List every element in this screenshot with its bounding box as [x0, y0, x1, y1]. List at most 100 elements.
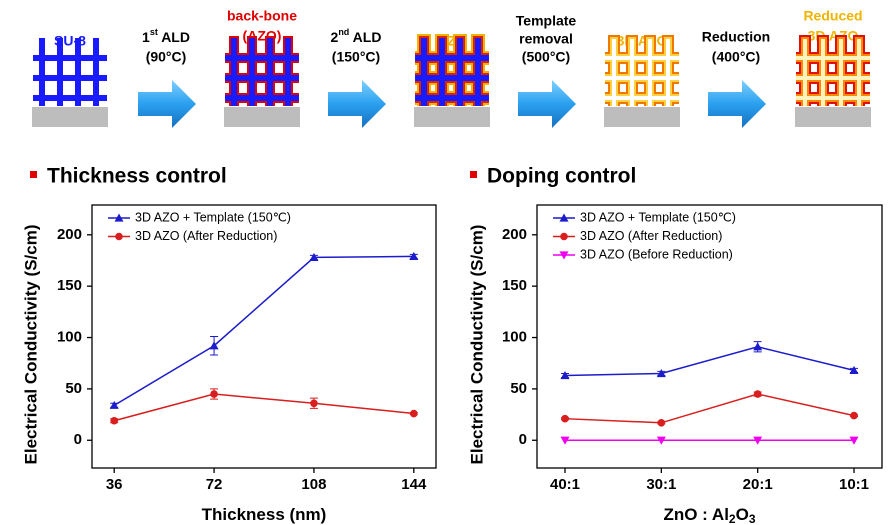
label-part: ALD — [349, 29, 381, 45]
structure-post — [285, 38, 291, 106]
y-tick-label: 50 — [510, 380, 527, 397]
structure-bar — [796, 56, 870, 60]
structure-bar — [796, 76, 870, 80]
label-sup: nd — [338, 27, 349, 37]
transition-label: (90°C) — [146, 49, 187, 65]
x-tick-label: 40:1 — [550, 476, 580, 493]
series-line — [113, 255, 414, 406]
process-arrow — [518, 80, 576, 128]
data-point — [209, 341, 219, 350]
transition-label: 1st ALD — [142, 27, 190, 44]
plot-frame — [536, 204, 883, 469]
label-part: 2 — [331, 29, 339, 45]
data-point — [849, 365, 859, 375]
structure-post — [821, 39, 825, 106]
structure-bar — [225, 75, 299, 81]
data-point — [657, 418, 666, 427]
heading-bullet — [30, 171, 37, 178]
x-tick-label: 36 — [106, 476, 123, 493]
legend-marker — [560, 232, 568, 241]
y-tick-label: 100 — [57, 328, 82, 345]
structure-post — [93, 38, 99, 106]
x-tick-label: 72 — [206, 476, 223, 493]
structure-post — [75, 38, 81, 106]
series-line — [564, 345, 855, 377]
structure-bar — [605, 76, 679, 80]
label-sub: 3 — [749, 512, 756, 525]
y-tick-label: 50 — [65, 380, 82, 397]
y-tick-label: 150 — [502, 277, 527, 294]
legend-label: 3D AZO + Template (150℃) — [135, 210, 291, 224]
series-line — [114, 393, 414, 422]
heading-bullet — [470, 171, 477, 178]
label-part: ALD — [158, 29, 190, 45]
structure-post — [630, 39, 634, 106]
legend-marker — [559, 251, 569, 260]
data-point — [753, 390, 762, 398]
data-point — [560, 371, 570, 380]
label-part: O — [736, 505, 749, 524]
data-point — [561, 414, 569, 423]
structure-post — [857, 39, 861, 106]
series-line — [564, 393, 855, 424]
label-part: Thickness (nm) — [202, 505, 327, 524]
legend-label: 3D AZO (After Reduction) — [580, 229, 722, 243]
substrate — [414, 107, 490, 127]
legend-marker — [114, 213, 124, 222]
x-tick-label: 10:1 — [839, 476, 869, 493]
structure-bar — [415, 55, 489, 61]
transition-label: (400°C) — [712, 49, 760, 65]
chart-title: Doping control — [487, 165, 636, 188]
data-point — [409, 251, 419, 260]
y-tick-label: 200 — [502, 226, 527, 243]
data-point — [309, 252, 319, 261]
process-arrow — [138, 80, 196, 128]
structure-post — [839, 39, 843, 106]
legend-label: 3D AZO (Before Reduction) — [580, 247, 733, 261]
structure-bar — [605, 96, 679, 100]
structure-bar — [415, 95, 489, 101]
structure-post — [39, 38, 45, 106]
x-axis-label: Thickness (nm) — [202, 505, 327, 524]
data-point — [560, 436, 570, 445]
structure-bar — [605, 56, 679, 60]
legend-label: 3D AZO + Template (150℃) — [580, 210, 736, 224]
y-tick-label: 150 — [57, 277, 82, 294]
structure-post — [612, 39, 616, 106]
data-point — [656, 368, 666, 378]
step-label: 3D AZO — [808, 28, 859, 44]
y-tick-label: 200 — [57, 226, 82, 243]
data-point — [753, 342, 763, 351]
y-tick-label: 100 — [502, 328, 527, 345]
structure-post — [267, 38, 273, 106]
y-axis-label: Electrical Conductivity (S/cm) — [467, 225, 486, 465]
step-label: back-bone — [227, 8, 297, 24]
y-tick-label: 0 — [74, 431, 82, 448]
transition-label: (150°C) — [332, 49, 380, 65]
process-arrow — [328, 80, 386, 128]
substrate — [604, 107, 680, 127]
data-point — [210, 390, 218, 398]
structure-post — [803, 39, 807, 106]
transition-label: removal — [519, 31, 573, 47]
structure-post — [666, 39, 670, 106]
structure-bar — [33, 55, 107, 61]
data-point — [850, 411, 858, 420]
transition-label: Template — [516, 13, 577, 29]
label-sub: 2 — [729, 512, 736, 525]
step-label: Reduced — [803, 8, 862, 24]
x-tick-label: 30:1 — [646, 476, 676, 493]
data-point — [109, 400, 119, 409]
legend-label: 3D AZO (After Reduction) — [135, 229, 277, 243]
data-point — [849, 436, 859, 445]
chart-title: Thickness control — [47, 165, 227, 188]
label-sup: st — [150, 27, 158, 37]
x-tick-label: 108 — [301, 476, 326, 493]
structure-bar — [33, 95, 107, 101]
x-tick-label: 20:1 — [743, 476, 773, 493]
structure-post — [475, 38, 481, 106]
structure-bar — [33, 75, 107, 81]
y-axis-label: Electrical Conductivity (S/cm) — [21, 225, 40, 465]
x-tick-label: 144 — [401, 476, 427, 493]
structure-post — [57, 38, 63, 106]
